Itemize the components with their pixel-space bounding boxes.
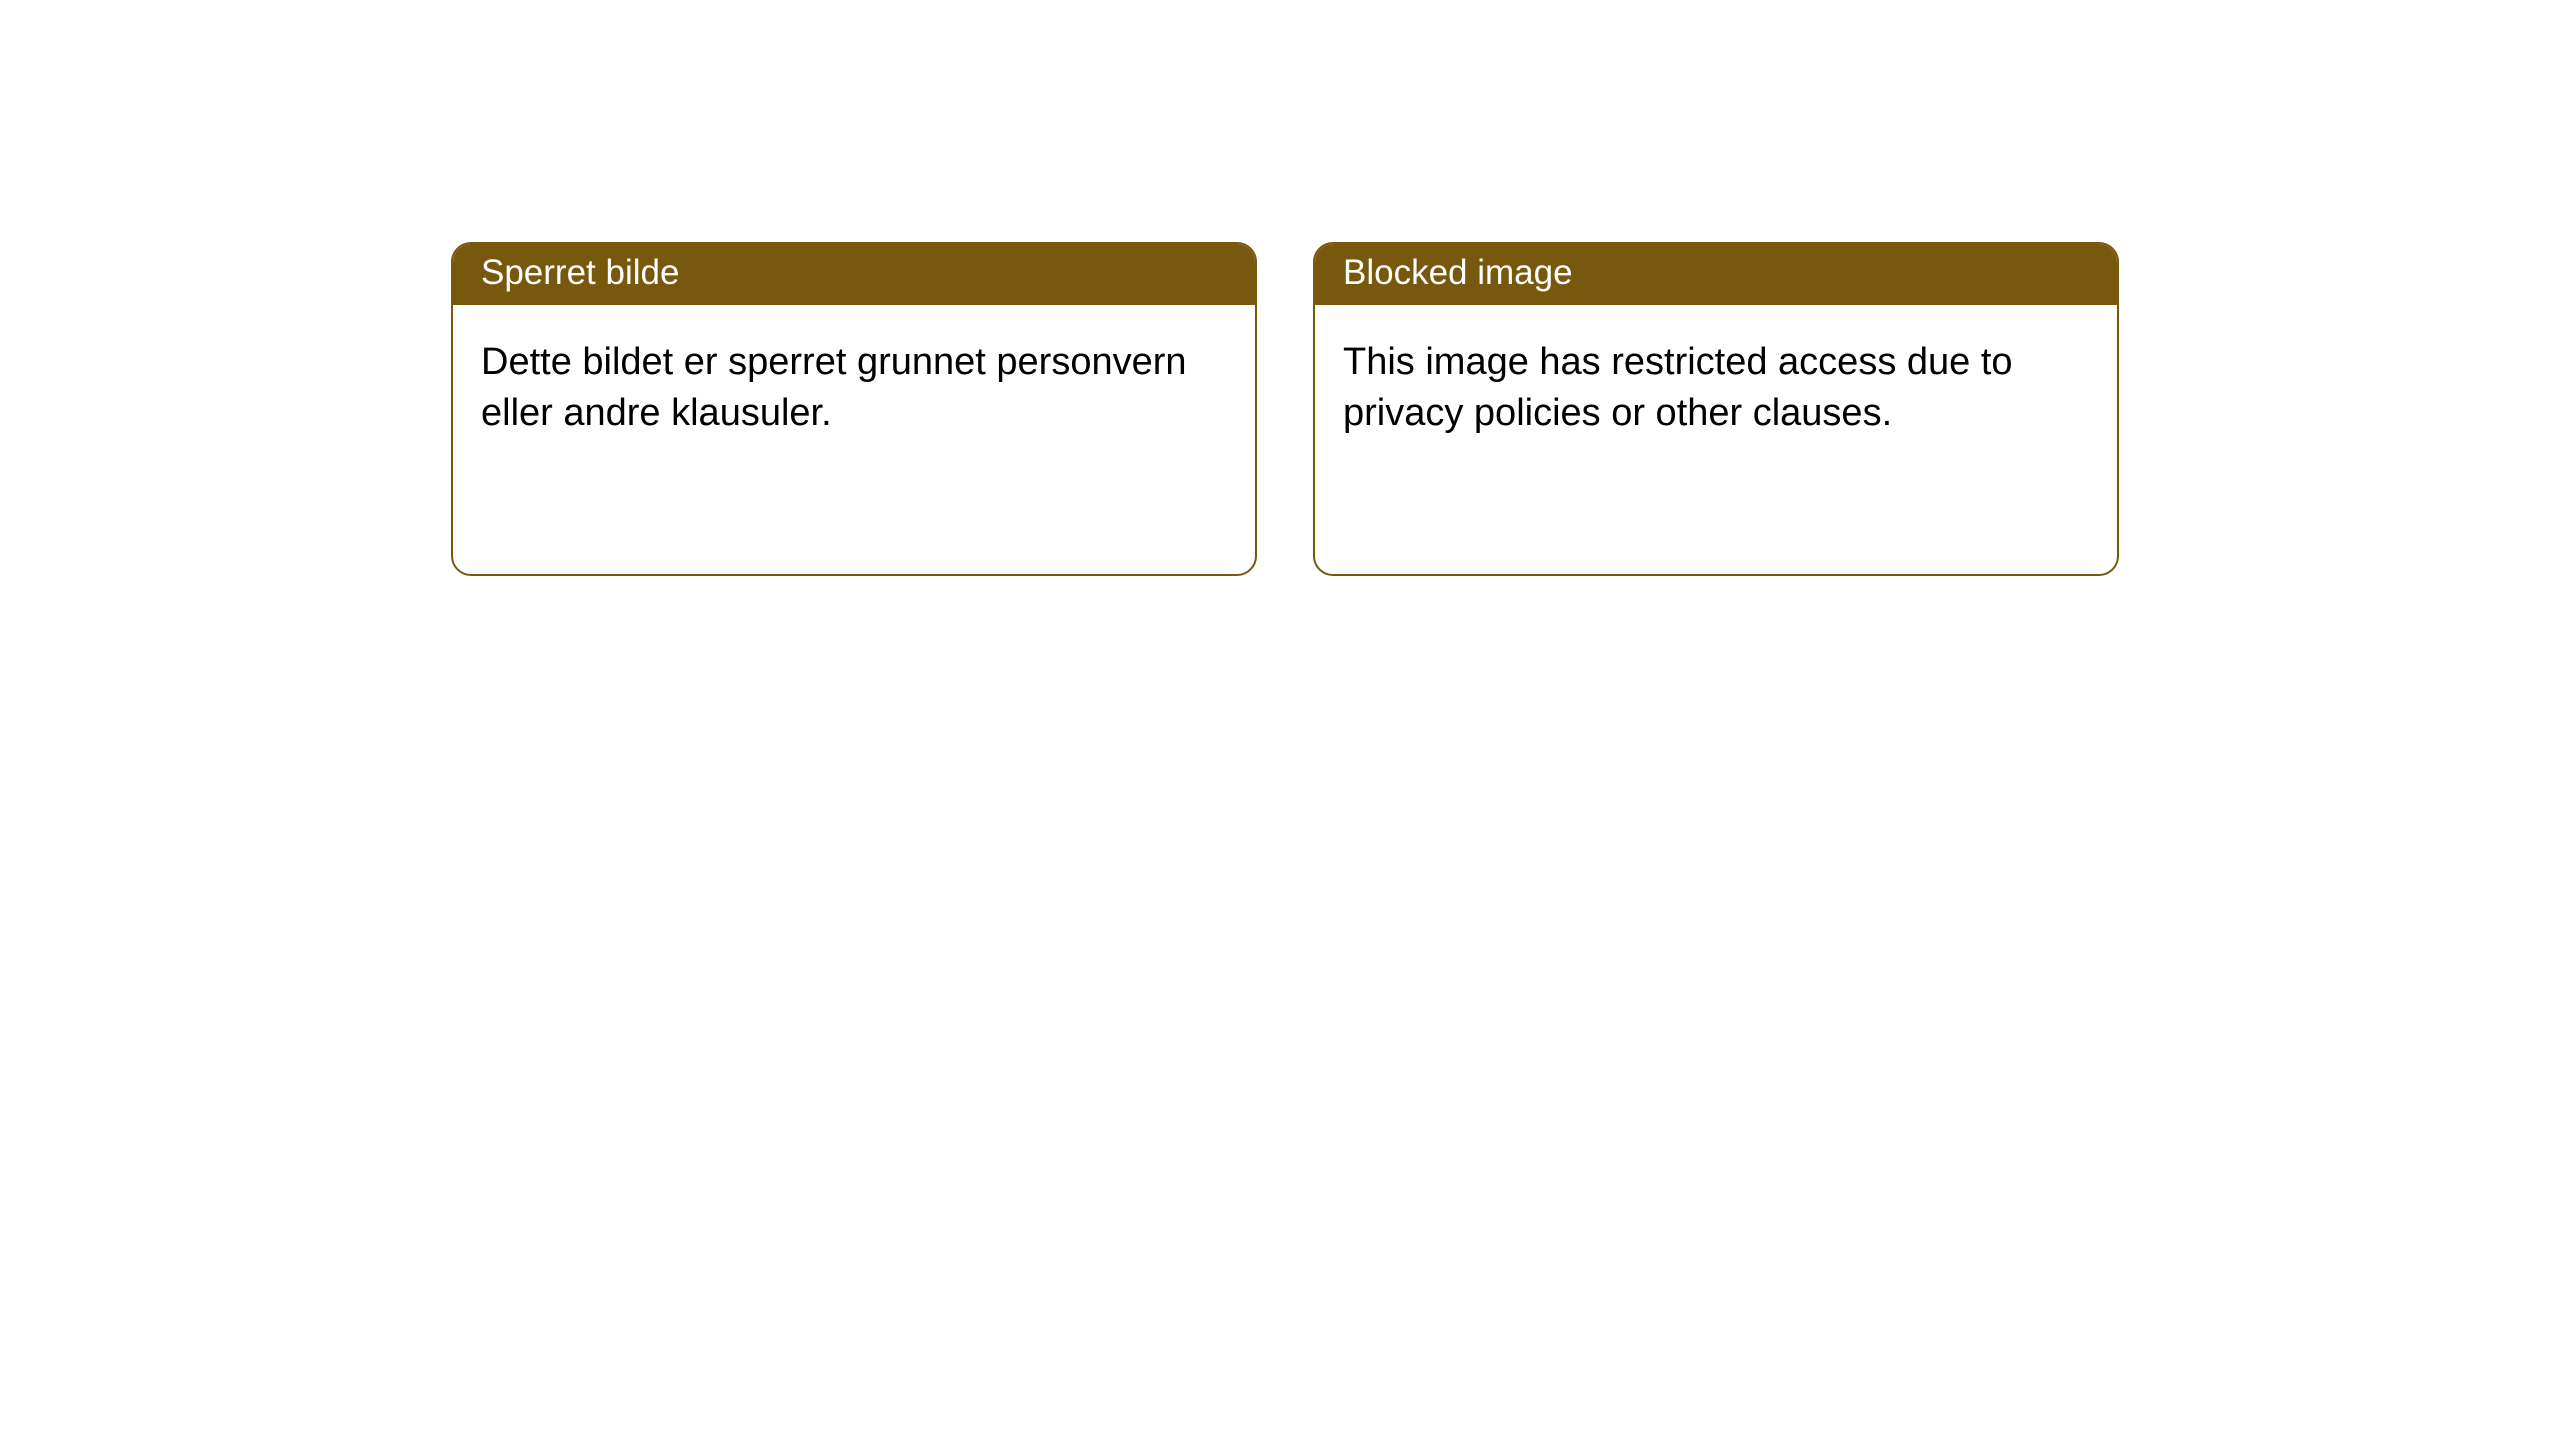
blocked-image-card-no: Sperret bilde Dette bildet er sperret gr… [451, 242, 1257, 576]
card-title: Sperret bilde [481, 253, 679, 292]
card-header: Sperret bilde [453, 244, 1255, 305]
card-body-text: Dette bildet er sperret grunnet personve… [481, 341, 1187, 434]
card-body: Dette bildet er sperret grunnet personve… [453, 305, 1255, 470]
card-body-text: This image has restricted access due to … [1343, 341, 2013, 434]
card-title: Blocked image [1343, 253, 1573, 292]
card-header: Blocked image [1315, 244, 2117, 305]
notice-cards-row: Sperret bilde Dette bildet er sperret gr… [0, 0, 2560, 576]
blocked-image-card-en: Blocked image This image has restricted … [1313, 242, 2119, 576]
card-body: This image has restricted access due to … [1315, 305, 2117, 470]
